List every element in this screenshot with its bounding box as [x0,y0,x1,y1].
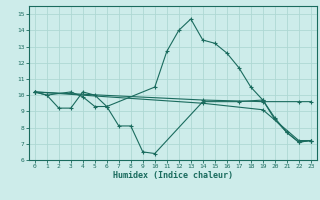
X-axis label: Humidex (Indice chaleur): Humidex (Indice chaleur) [113,171,233,180]
